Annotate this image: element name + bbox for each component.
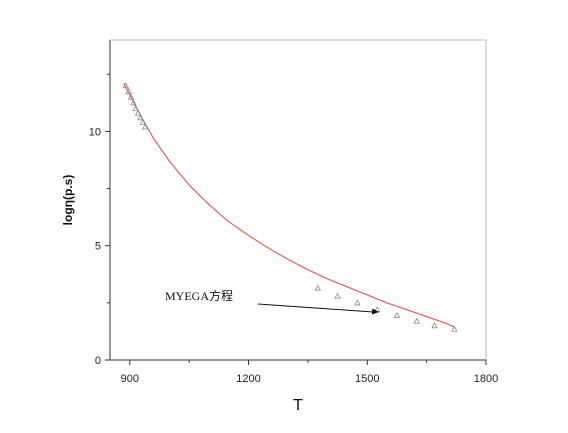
y-axis-title: logη(p.s) (61, 175, 75, 226)
x-axis-ticks: 900 1200 1500 1800 (121, 360, 498, 385)
data-point-marker (125, 88, 132, 94)
x-tick-label: 900 (121, 373, 139, 385)
data-point-marker (451, 325, 458, 332)
data-point-marker (314, 284, 322, 291)
y-axis-ticks: 0 5 10 (89, 73, 110, 367)
annotation-arrowhead (371, 308, 380, 315)
y-tick-label: 5 (95, 241, 101, 253)
data-point-marker (130, 99, 137, 106)
annotation-label: MYEGA方程 (165, 288, 233, 303)
data-point-marker (334, 292, 341, 299)
data-point-marker (139, 118, 147, 125)
x-tick-label: 1200 (236, 373, 260, 385)
x-tick-label: 1500 (355, 373, 379, 385)
y-tick-label: 0 (95, 355, 101, 367)
annotation-arrow (257, 303, 374, 313)
data-point-marker (127, 93, 135, 100)
data-point-marker (393, 312, 401, 318)
data-point-marker (137, 114, 144, 121)
data-point-marker (354, 299, 361, 306)
data-point-marker (134, 109, 142, 116)
data-point-marker (132, 105, 140, 112)
data-point-marker (122, 82, 130, 89)
data-point-marker (413, 317, 421, 324)
plot-area-frame (109, 39, 487, 361)
measured-points (122, 82, 458, 332)
y-tick-label: 10 (89, 126, 101, 138)
data-point-marker (141, 123, 149, 130)
data-point-marker (431, 322, 438, 329)
x-tick-label: 1800 (474, 373, 498, 385)
x-axis-title: T (293, 397, 303, 414)
fit-curve-line (123, 83, 455, 328)
